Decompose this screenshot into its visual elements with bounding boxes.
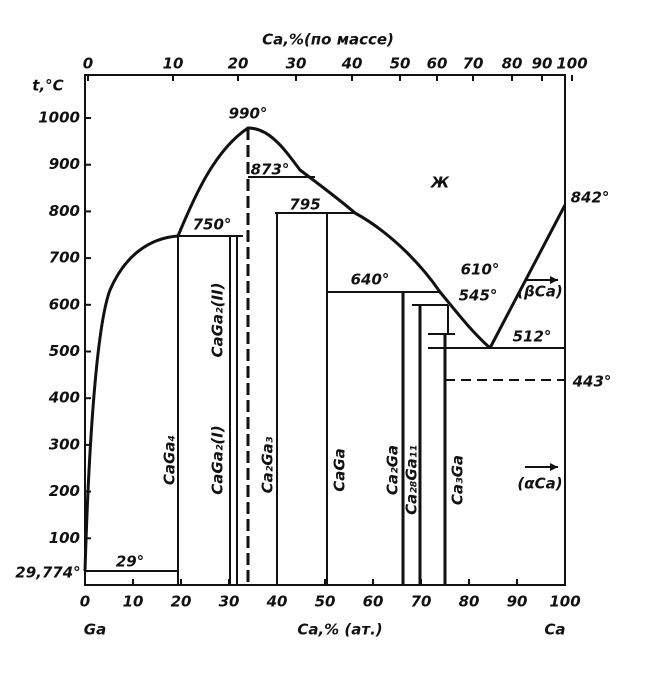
annotation: 750° xyxy=(193,216,232,234)
bottom-axis-label: Ca,% (ат.) xyxy=(297,621,382,639)
annotation: 545° xyxy=(459,287,498,305)
liquidus-left xyxy=(83,126,492,572)
bottom-tick-label: 0 xyxy=(80,593,90,611)
bottom-tick-label: 50 xyxy=(315,593,336,611)
top-tick-label: 20 xyxy=(228,55,249,73)
top-tick-label: 0 xyxy=(83,55,93,73)
left-tick-label: 200 xyxy=(49,482,80,500)
top-tick-label: 50 xyxy=(390,55,411,73)
phase-label: Ca₂Ga₃ xyxy=(259,436,277,493)
left-tick-label: 1000 xyxy=(38,109,80,127)
arrow-head xyxy=(550,463,558,471)
left-tick-label: 900 xyxy=(49,155,80,173)
top-tick-label: 30 xyxy=(286,55,307,73)
left-tick-label: 400 xyxy=(48,389,80,407)
phase-label: Ca₂Ga xyxy=(384,445,402,495)
annotation: 29° xyxy=(116,553,144,571)
left-end-label: Ga xyxy=(84,621,106,639)
top-tick-label: 10 xyxy=(163,55,184,73)
phase-label: CaGa₂(II) xyxy=(209,282,227,357)
left-tick-label: 800 xyxy=(49,202,80,220)
left-tick-label: 100 xyxy=(49,529,80,547)
annotation: (βCa) xyxy=(517,283,563,301)
left-tick-label: 300 xyxy=(49,435,80,453)
annotation: 873° xyxy=(251,161,290,179)
annotation: 29,774° xyxy=(15,564,80,582)
top-tick-label: 90 xyxy=(532,55,553,73)
phase-label: Ca₃Ga xyxy=(449,455,467,505)
top-tick-label: 60 xyxy=(427,55,448,73)
bottom-tick-label: 40 xyxy=(266,593,288,611)
annotation: (αCa) xyxy=(517,475,562,493)
left-tick-label: 500 xyxy=(49,342,80,360)
annotation: 795 xyxy=(289,196,320,214)
annotation: 443° xyxy=(572,373,612,391)
annotation: Ж xyxy=(430,174,450,192)
top-tick-label: 80 xyxy=(502,55,523,73)
annotation: 640° xyxy=(351,271,390,289)
left-tick-label: 600 xyxy=(49,295,80,313)
top-tick-label: 100 xyxy=(556,55,587,73)
left-axis-label: t,°C xyxy=(32,77,63,95)
phase-label: CaGa₄ xyxy=(161,435,179,485)
left-tick-label: 700 xyxy=(49,249,80,267)
phase-label: CaGa₂(I) xyxy=(209,425,227,494)
bottom-tick-label: 30 xyxy=(219,593,240,611)
bottom-tick-label: 10 xyxy=(123,593,144,611)
annotation: 842° xyxy=(571,189,610,207)
annotation: 512° xyxy=(513,328,552,346)
phase-label: Ca₂₈Ga₁₁ xyxy=(403,445,421,515)
bottom-tick-label: 100 xyxy=(549,593,580,611)
annotation: 990° xyxy=(229,105,268,123)
phase-label: CaGa xyxy=(331,448,349,492)
top-axis-label: Ca,%(по массе) xyxy=(262,31,394,49)
top-tick-label: 40 xyxy=(341,55,363,73)
plot-frame xyxy=(84,74,566,586)
liquidus-right xyxy=(488,204,567,349)
bottom-tick-label: 80 xyxy=(459,593,480,611)
bottom-tick-label: 90 xyxy=(507,593,528,611)
right-end-label: Ca xyxy=(544,621,565,639)
top-tick-label: 70 xyxy=(463,55,484,73)
bottom-tick-label: 60 xyxy=(363,593,384,611)
bottom-tick-label: 70 xyxy=(411,593,432,611)
arrow-head xyxy=(550,276,558,284)
annotation: 610° xyxy=(461,261,500,279)
bottom-tick-label: 20 xyxy=(171,593,192,611)
